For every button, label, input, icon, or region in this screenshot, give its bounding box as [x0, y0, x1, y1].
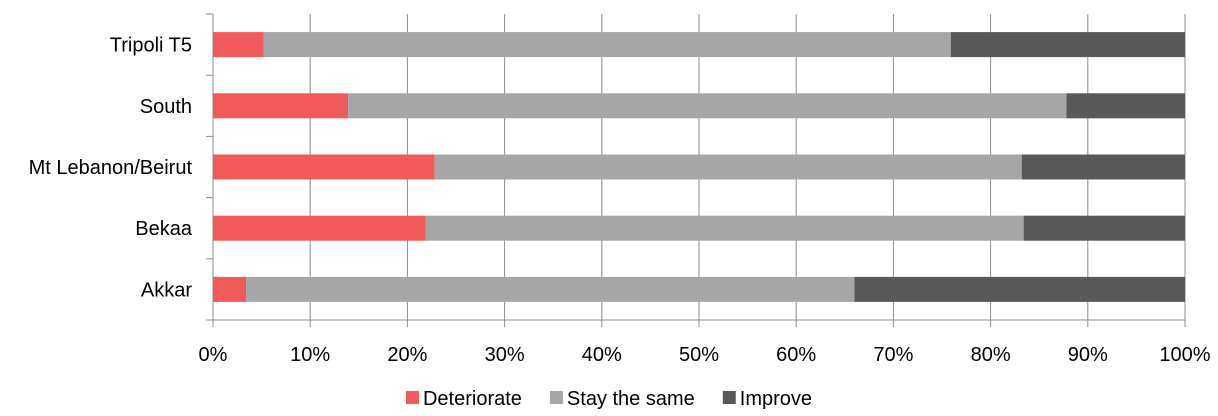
legend-swatch	[405, 391, 419, 404]
legend-item: Stay the same	[549, 388, 695, 410]
bar-segment-deteriorate	[213, 215, 426, 241]
tick-label: 80%	[971, 344, 1011, 366]
legend-label: Stay the same	[567, 388, 695, 410]
bar-segment-stay-the-same	[246, 276, 855, 302]
legend: Deteriorate Stay the same Improve	[405, 388, 812, 410]
category-axis-labels: Tripoli T5 South Mt Lebanon/Beirut Bekaa Akk…	[29, 35, 193, 302]
bar-segment-deteriorate	[213, 276, 247, 302]
bar-segment-improve	[1066, 93, 1185, 119]
axes	[206, 13, 1185, 321]
tick-label: 10%	[290, 344, 330, 366]
bar-area	[213, 32, 1185, 302]
legend-swatch	[549, 391, 563, 404]
legend-item: Improve	[722, 388, 812, 410]
legend-item: Deteriorate	[405, 388, 522, 410]
bar-segment-improve	[1021, 154, 1185, 180]
bar-segment-improve	[1023, 215, 1185, 241]
category-label: Mt Lebanon/Beirut	[29, 157, 193, 179]
legend-swatch	[722, 391, 736, 404]
category-label: Bekaa	[135, 218, 193, 240]
bar-segment-stay-the-same	[434, 154, 1022, 180]
tick-label: 20%	[387, 344, 427, 366]
bar-segment-stay-the-same	[425, 215, 1024, 241]
bar-segment-improve	[950, 32, 1185, 58]
category-label: Akkar	[141, 279, 192, 301]
tick-label: 30%	[485, 344, 525, 366]
legend-label: Improve	[740, 388, 812, 410]
tick-label: 0%	[199, 344, 228, 366]
category-label: South	[140, 96, 192, 118]
tick-label: 50%	[679, 344, 719, 366]
tick-label: 40%	[582, 344, 622, 366]
bar-segment-stay-the-same	[348, 93, 1067, 119]
tick-label: 100%	[1159, 344, 1210, 366]
tick-label: 90%	[1068, 344, 1108, 366]
category-label: Tripoli T5	[110, 35, 192, 57]
tick-label: 70%	[873, 344, 913, 366]
bar-segment-stay-the-same	[263, 32, 951, 58]
bar-segment-deteriorate	[213, 32, 264, 58]
bar-segment-deteriorate	[213, 93, 349, 119]
tick-label: 60%	[776, 344, 816, 366]
value-axis-tick-labels: 0% 10% 20% 30% 40% 50% 60% 70% 80% 90% 100%	[199, 344, 1211, 366]
bar-segment-deteriorate	[213, 154, 435, 180]
legend-label: Deteriorate	[423, 388, 522, 410]
bar-segment-improve	[854, 276, 1185, 302]
